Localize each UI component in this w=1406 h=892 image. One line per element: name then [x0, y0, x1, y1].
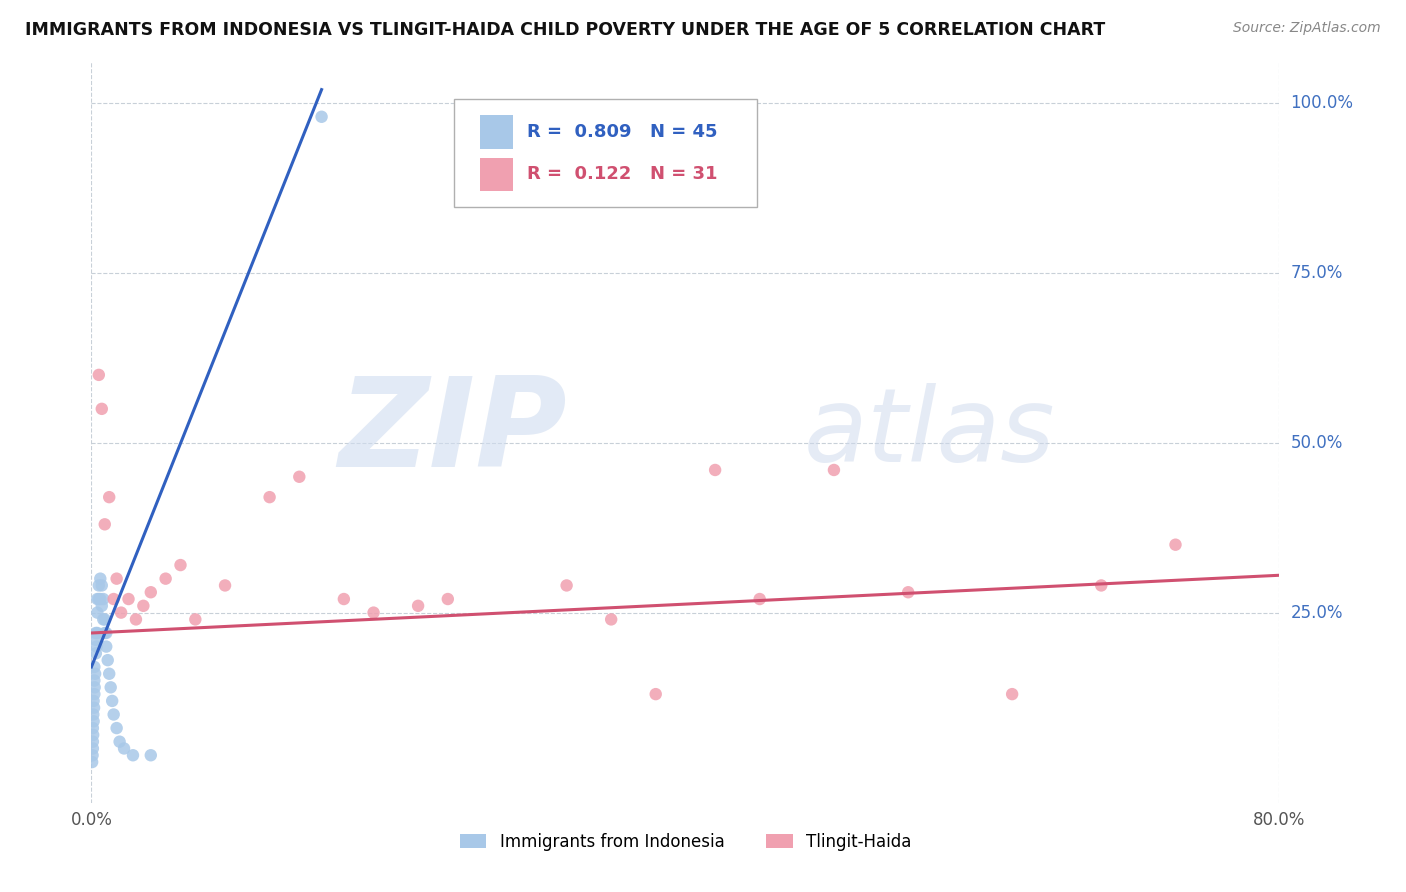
Point: [1164, 538, 1187, 552]
Point: [555, 578, 578, 592]
Text: 75.0%: 75.0%: [1291, 264, 1343, 282]
Point: [823, 463, 845, 477]
Point: [333, 592, 356, 607]
Text: R =  0.809: R = 0.809: [527, 123, 631, 141]
Point: [101, 694, 124, 708]
Point: [82, 707, 104, 722]
Text: N = 31: N = 31: [650, 165, 717, 184]
Text: Source: ZipAtlas.com: Source: ZipAtlas.com: [1233, 21, 1381, 36]
Point: [103, 592, 125, 607]
Point: [97, 653, 120, 667]
Point: [184, 612, 207, 626]
FancyBboxPatch shape: [479, 158, 513, 191]
Point: [83, 687, 105, 701]
Point: [82, 755, 104, 769]
Point: [117, 592, 139, 607]
Point: [112, 741, 135, 756]
Text: R =  0.122: R = 0.122: [527, 165, 631, 184]
Point: [1001, 687, 1024, 701]
Point: [86, 592, 108, 607]
Text: 50.0%: 50.0%: [1291, 434, 1343, 452]
Point: [363, 606, 385, 620]
Point: [259, 490, 281, 504]
Point: [406, 599, 429, 613]
Point: [82, 728, 104, 742]
Point: [86, 606, 108, 620]
Point: [108, 734, 131, 748]
Point: [86, 626, 108, 640]
Point: [84, 626, 107, 640]
Point: [103, 707, 125, 722]
Point: [87, 578, 110, 592]
Point: [105, 721, 128, 735]
Point: [105, 572, 128, 586]
Point: [90, 401, 112, 416]
Point: [84, 666, 107, 681]
Point: [155, 572, 177, 586]
Point: [83, 660, 105, 674]
Point: [90, 599, 112, 613]
Text: N = 45: N = 45: [650, 123, 717, 141]
Point: [84, 632, 107, 647]
Point: [132, 599, 155, 613]
Text: ZIP: ZIP: [337, 372, 567, 493]
Point: [96, 626, 118, 640]
Point: [139, 748, 162, 763]
Text: IMMIGRANTS FROM INDONESIA VS TLINGIT-HAIDA CHILD POVERTY UNDER THE AGE OF 5 CORR: IMMIGRANTS FROM INDONESIA VS TLINGIT-HAI…: [25, 21, 1105, 39]
Point: [94, 626, 117, 640]
Point: [110, 606, 132, 620]
Point: [897, 585, 920, 599]
Point: [311, 110, 333, 124]
Point: [436, 592, 458, 607]
Text: atlas: atlas: [804, 383, 1056, 483]
Point: [748, 592, 770, 607]
FancyBboxPatch shape: [454, 99, 756, 207]
Point: [1090, 578, 1112, 592]
Point: [84, 646, 107, 660]
Point: [83, 681, 105, 695]
Point: [600, 612, 623, 626]
Point: [91, 612, 114, 626]
Point: [98, 666, 121, 681]
FancyBboxPatch shape: [479, 115, 513, 148]
Point: [98, 490, 121, 504]
Point: [704, 463, 727, 477]
Text: 25.0%: 25.0%: [1291, 604, 1343, 622]
Point: [82, 748, 104, 763]
Point: [83, 714, 105, 729]
Legend: Immigrants from Indonesia, Tlingit-Haida: Immigrants from Indonesia, Tlingit-Haida: [453, 826, 918, 857]
Point: [100, 681, 122, 695]
Point: [169, 558, 191, 572]
Point: [125, 612, 148, 626]
Point: [96, 640, 118, 654]
Point: [82, 734, 104, 748]
Point: [82, 741, 104, 756]
Point: [89, 592, 111, 607]
Point: [91, 592, 114, 607]
Point: [94, 612, 117, 626]
Point: [82, 721, 104, 735]
Point: [83, 700, 105, 714]
Point: [89, 572, 111, 586]
Point: [214, 578, 236, 592]
Point: [87, 368, 110, 382]
Point: [139, 585, 162, 599]
Point: [94, 517, 117, 532]
Point: [87, 592, 110, 607]
Point: [83, 694, 105, 708]
Point: [86, 640, 108, 654]
Text: 100.0%: 100.0%: [1291, 95, 1354, 112]
Point: [288, 469, 311, 483]
Point: [83, 673, 105, 688]
Point: [644, 687, 666, 701]
Point: [122, 748, 145, 763]
Point: [90, 578, 112, 592]
